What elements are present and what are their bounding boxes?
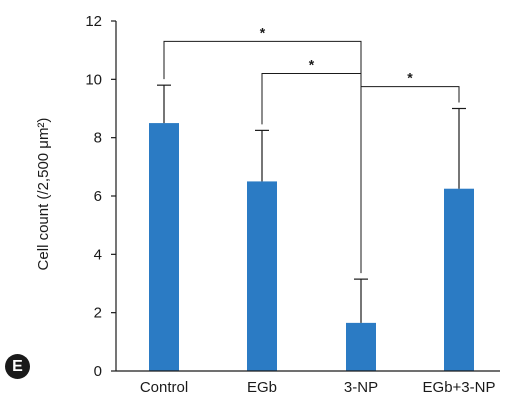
x-axis-labels: Control EGb 3-NP EGb+3-NP (140, 379, 496, 396)
significance-star: * (309, 57, 315, 73)
error-bars (157, 84, 466, 323)
x-tick-label: 3-NP (344, 379, 378, 396)
significance-star: * (407, 70, 413, 86)
y-tick-label: 6 (94, 188, 102, 205)
x-tick-label: EGb+3-NP (423, 379, 496, 396)
panel-label-badge: E (5, 354, 30, 379)
y-tick-label: 10 (85, 71, 102, 88)
y-axis-ticks: 0 2 4 6 8 10 12 (85, 13, 116, 380)
y-tick-label: 0 (94, 363, 102, 380)
y-tick-label: 8 (94, 130, 102, 147)
bar-egb (247, 181, 277, 371)
bars (149, 123, 474, 371)
y-axis-title: Cell count (/2,500 μm²) (35, 118, 52, 271)
x-tick-label: EGb (247, 379, 277, 396)
y-tick-label: 2 (94, 305, 102, 322)
significance-bracket (360, 86, 460, 274)
significance-bracket (163, 40, 362, 82)
bar-egb-3-np (444, 188, 474, 371)
y-tick-label: 4 (94, 246, 102, 263)
significance-bracket (261, 73, 362, 125)
significance-star: * (260, 24, 266, 40)
y-tick-label: 12 (85, 13, 102, 30)
significance-brackets: * * * (163, 24, 460, 274)
bar-3-np (346, 322, 376, 371)
bar-control (149, 123, 179, 371)
x-tick-label: Control (140, 379, 188, 396)
